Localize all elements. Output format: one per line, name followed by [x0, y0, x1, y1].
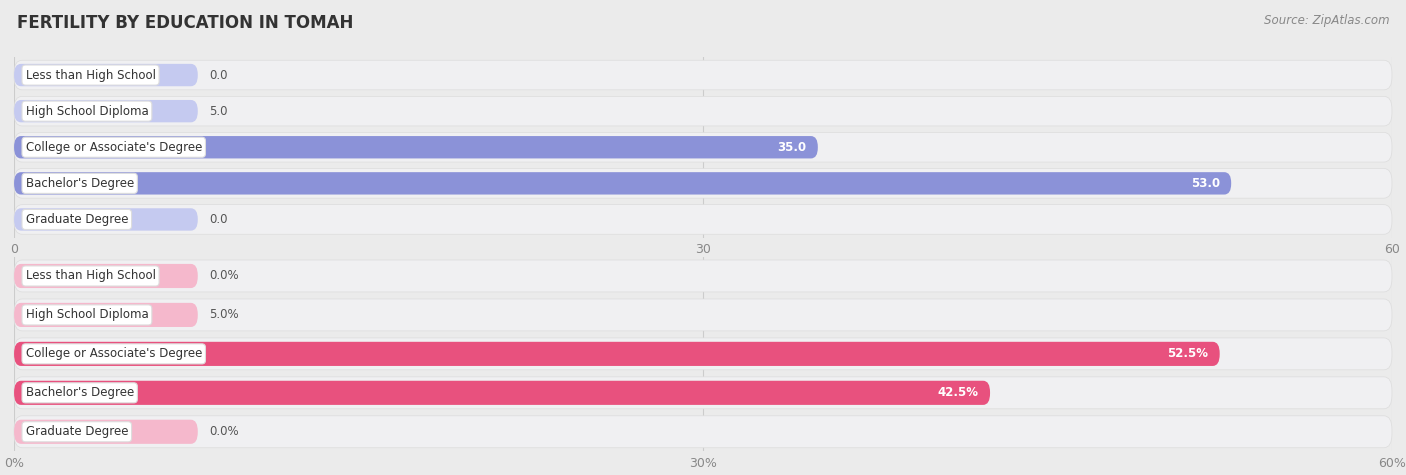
Text: 0.0: 0.0 [209, 213, 228, 226]
FancyBboxPatch shape [14, 169, 1392, 198]
FancyBboxPatch shape [14, 205, 1392, 234]
FancyBboxPatch shape [14, 299, 1392, 331]
Text: 0.0%: 0.0% [209, 425, 239, 438]
Text: Graduate Degree: Graduate Degree [25, 425, 128, 438]
FancyBboxPatch shape [14, 208, 198, 231]
Text: 0.0: 0.0 [209, 68, 228, 82]
Text: Less than High School: Less than High School [25, 269, 156, 283]
FancyBboxPatch shape [14, 96, 1392, 126]
FancyBboxPatch shape [14, 136, 818, 159]
Text: Graduate Degree: Graduate Degree [25, 213, 128, 226]
Text: 0.0%: 0.0% [209, 269, 239, 283]
Text: Less than High School: Less than High School [25, 68, 156, 82]
FancyBboxPatch shape [14, 338, 1392, 370]
Text: Bachelor's Degree: Bachelor's Degree [25, 177, 134, 190]
FancyBboxPatch shape [14, 172, 1232, 195]
Text: Source: ZipAtlas.com: Source: ZipAtlas.com [1264, 14, 1389, 27]
FancyBboxPatch shape [14, 377, 1392, 409]
Text: College or Associate's Degree: College or Associate's Degree [25, 141, 202, 154]
Text: 42.5%: 42.5% [938, 386, 979, 399]
FancyBboxPatch shape [14, 60, 1392, 90]
Text: 53.0: 53.0 [1191, 177, 1220, 190]
Text: 35.0: 35.0 [778, 141, 807, 154]
FancyBboxPatch shape [14, 381, 990, 405]
FancyBboxPatch shape [14, 264, 198, 288]
FancyBboxPatch shape [14, 133, 1392, 162]
FancyBboxPatch shape [14, 303, 198, 327]
Text: College or Associate's Degree: College or Associate's Degree [25, 347, 202, 361]
Text: High School Diploma: High School Diploma [25, 308, 148, 322]
FancyBboxPatch shape [14, 420, 198, 444]
FancyBboxPatch shape [14, 342, 1220, 366]
Text: FERTILITY BY EDUCATION IN TOMAH: FERTILITY BY EDUCATION IN TOMAH [17, 14, 353, 32]
Text: 52.5%: 52.5% [1167, 347, 1208, 361]
FancyBboxPatch shape [14, 260, 1392, 292]
FancyBboxPatch shape [14, 64, 198, 86]
Text: 5.0%: 5.0% [209, 308, 239, 322]
Text: 5.0: 5.0 [209, 104, 228, 118]
FancyBboxPatch shape [14, 416, 1392, 448]
Text: High School Diploma: High School Diploma [25, 104, 148, 118]
Text: Bachelor's Degree: Bachelor's Degree [25, 386, 134, 399]
FancyBboxPatch shape [14, 100, 198, 123]
